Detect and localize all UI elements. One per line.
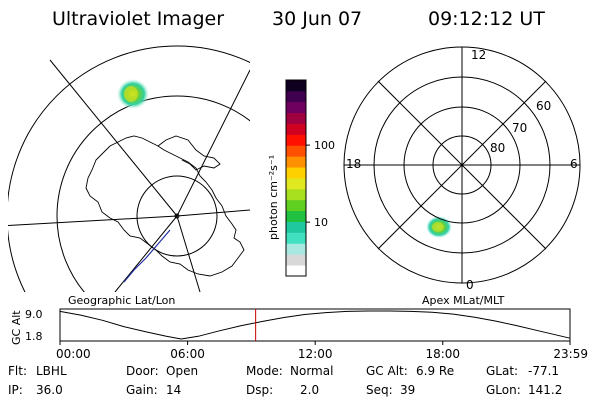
altitude-timeline: GC Alt 9.0 1.8 00:00 06:00 12:00 18:00 23:59: [10, 308, 588, 361]
colorbar-segment: [286, 221, 306, 233]
x-tick-label: 12:00: [298, 347, 333, 361]
colorbar-segment: [286, 112, 306, 124]
colorbar: 100 10 photon cm⁻²s⁻¹: [267, 79, 335, 277]
glat-label: GLat:: [486, 364, 518, 378]
colorbar-frame: [285, 79, 307, 277]
satellite-track: [123, 229, 171, 283]
colorbar-segment: [286, 188, 306, 201]
ip-value: 36.0: [36, 383, 63, 397]
colorbar-segment: [286, 145, 306, 157]
colorbar-segment: [286, 156, 306, 168]
seq-label: Seq:: [366, 383, 393, 397]
dsp-label: Dsp:: [246, 383, 273, 397]
meridian-6: [176, 215, 201, 292]
filter-label: Flt:: [8, 364, 27, 378]
glon-value: 141.2: [528, 383, 562, 397]
x-tick-label: 18:00: [425, 347, 460, 361]
colorbar-tick-label: 100: [314, 139, 335, 152]
lat-circle-mid: [56, 95, 250, 292]
colorbar-segment: [286, 210, 306, 222]
y-tick-max: 9.0: [25, 308, 43, 321]
instrument-title: Ultraviolet Imager: [52, 8, 224, 30]
meridian-4: [176, 209, 250, 217]
mode-label: Mode:: [246, 364, 283, 378]
colorbar-segment: [286, 232, 306, 244]
meridian-2: [176, 69, 250, 217]
dsp-value: 2.0: [300, 383, 319, 397]
gcalt-label: GC Alt:: [366, 364, 408, 378]
mlat-label-60: 60: [536, 99, 551, 113]
apex-caption: Apex MLat/MLT: [422, 294, 505, 307]
x-tick-label: 06:00: [170, 347, 205, 361]
mlat-label-80: 80: [490, 141, 505, 155]
colorbar-segment: [286, 90, 306, 103]
colorbar-segment: [286, 199, 306, 212]
colorbar-segment: [286, 101, 306, 114]
geographic-map: [8, 45, 250, 292]
info-block: Flt: LBHL IP: 36.0 Door: Open Gain: 14 M…: [8, 364, 562, 397]
glat-value: -77.1: [528, 364, 559, 378]
colorbar-segment: [286, 167, 306, 179]
colorbar-tick-label: 10: [314, 216, 328, 229]
y-tick-min: 1.8: [25, 330, 43, 343]
colorbar-segment: [286, 123, 306, 135]
mlat-label-70: 70: [512, 121, 527, 135]
door-label: Door:: [126, 364, 159, 378]
geographic-caption: Geographic Lat/Lon: [68, 294, 175, 307]
time-text: 09:12:12 UT: [428, 8, 545, 30]
colorbar-segment: [286, 134, 306, 146]
mlt-diagonal-2: [377, 80, 547, 250]
x-tick-label: 00:00: [56, 347, 91, 361]
lat-circle-inner: [136, 175, 218, 257]
meridian-1: [49, 59, 178, 217]
coastline: [85, 135, 245, 277]
door-value: Open: [166, 364, 198, 378]
altitude-curve: [59, 310, 571, 340]
colorbar-segment: [286, 243, 306, 255]
colorbar-label: photon cm⁻²s⁻¹: [267, 155, 280, 240]
mlt-label-6: 6: [570, 157, 578, 171]
ip-label: IP:: [8, 383, 23, 397]
gcalt-value: 6.9 Re: [416, 364, 454, 378]
auroral-core-right: [432, 222, 444, 232]
lat-circle-outer: [8, 45, 250, 292]
y-axis-label: GC Alt: [10, 310, 23, 345]
mlt-label-12: 12: [471, 48, 486, 62]
mlt-label-18: 18: [346, 157, 361, 171]
colorbar-segment: [286, 265, 306, 277]
colorbar-segment: [286, 178, 306, 190]
gain-value: 14: [166, 383, 181, 397]
meridian-5: [114, 215, 178, 292]
colorbar-segment: [286, 80, 306, 92]
seq-value: 39: [400, 383, 415, 397]
gain-label: Gain:: [126, 383, 158, 397]
filter-value: LBHL: [36, 364, 67, 378]
x-tick-label: 23:59: [553, 347, 588, 361]
meridian-3: [8, 215, 178, 227]
mode-value: Normal: [290, 364, 333, 378]
colorbar-segment: [286, 254, 306, 266]
date-text: 30 Jun 07: [272, 8, 362, 30]
coastline-peninsula: [157, 135, 221, 171]
mlt-label-0: 0: [466, 278, 474, 292]
auroral-core-left: [124, 86, 138, 102]
apex-polar-grid: 12 18 6 0 60 70 80: [343, 46, 581, 292]
glon-label: GLon:: [486, 383, 521, 397]
